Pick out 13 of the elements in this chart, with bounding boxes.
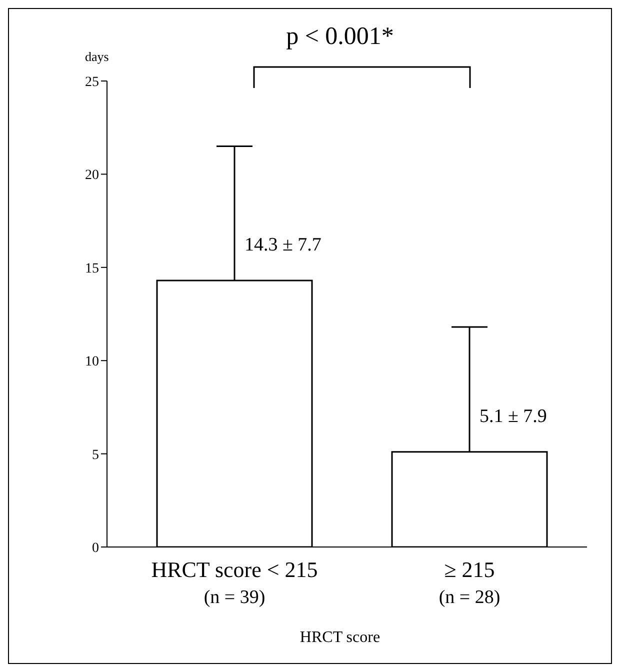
y-tick-label: 15 — [85, 261, 99, 276]
y-tick-label: 0 — [92, 540, 99, 556]
x-axis-title: HRCT score — [298, 629, 382, 647]
y-tick-label: 10 — [85, 354, 99, 370]
y-axis-title: days — [85, 49, 109, 65]
x-tick-label: ≥ 215 (n = 28) — [438, 557, 500, 608]
y-tick-label: 5 — [92, 448, 99, 463]
y-tick-label: 20 — [85, 168, 99, 184]
x-tick-label: HRCT score < 215 (n = 39) — [151, 557, 318, 608]
text: p < 0.001* — [286, 23, 394, 50]
y-tick-label: 25 — [85, 74, 99, 90]
data-label: 5.1 ± 7.9 — [480, 406, 547, 427]
data-label: 14.3 ± 7.7 — [244, 234, 322, 256]
